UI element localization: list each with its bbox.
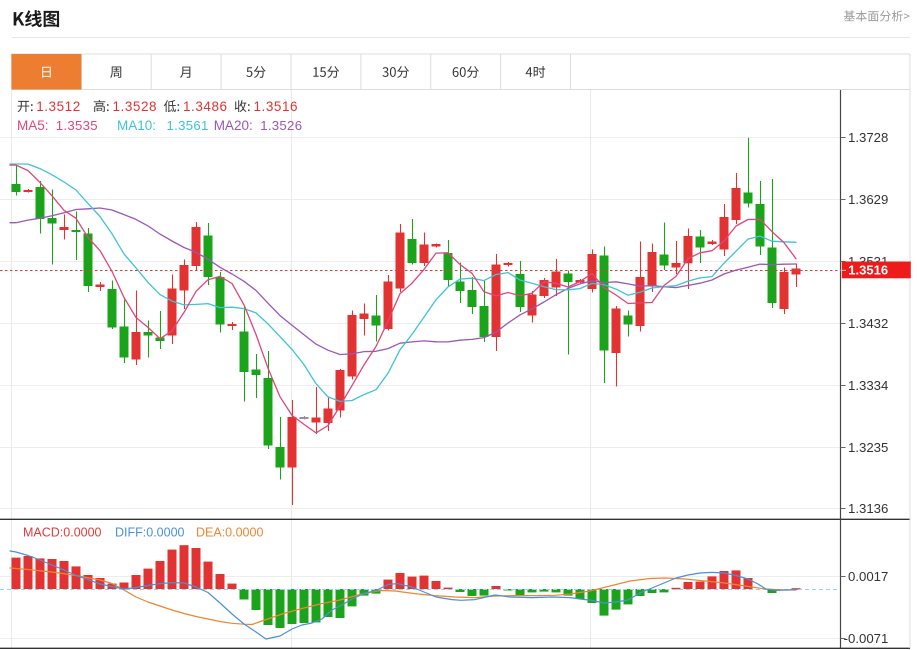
svg-text:1.3516: 1.3516 bbox=[848, 263, 888, 278]
svg-text:MA10:: MA10: bbox=[117, 118, 156, 133]
svg-text:DIFF:0.0000: DIFF:0.0000 bbox=[115, 526, 185, 540]
svg-text:1.3526: 1.3526 bbox=[260, 118, 302, 133]
svg-text:1.3528: 1.3528 bbox=[113, 99, 158, 114]
svg-text:1.3561: 1.3561 bbox=[167, 118, 209, 133]
svg-text:1.3334: 1.3334 bbox=[848, 378, 888, 393]
svg-text:1.3235: 1.3235 bbox=[848, 440, 888, 455]
svg-text:1.3516: 1.3516 bbox=[254, 99, 299, 114]
svg-text:1.3728: 1.3728 bbox=[848, 130, 888, 145]
svg-text:-0.0071: -0.0071 bbox=[844, 631, 889, 646]
svg-text:DEA:0.0000: DEA:0.0000 bbox=[196, 526, 263, 540]
svg-text:1.3512: 1.3512 bbox=[36, 99, 81, 114]
svg-text:1.3629: 1.3629 bbox=[848, 192, 888, 207]
svg-text:1.3432: 1.3432 bbox=[848, 316, 888, 331]
svg-text:MA20:: MA20: bbox=[214, 118, 253, 133]
svg-text:MA5:: MA5: bbox=[17, 118, 49, 133]
svg-text:0.0017: 0.0017 bbox=[848, 569, 888, 584]
svg-text:1.3535: 1.3535 bbox=[56, 118, 98, 133]
svg-text:1.3486: 1.3486 bbox=[183, 99, 228, 114]
svg-text:1.3136: 1.3136 bbox=[848, 501, 888, 516]
svg-text:MACD:0.0000: MACD:0.0000 bbox=[23, 526, 102, 540]
